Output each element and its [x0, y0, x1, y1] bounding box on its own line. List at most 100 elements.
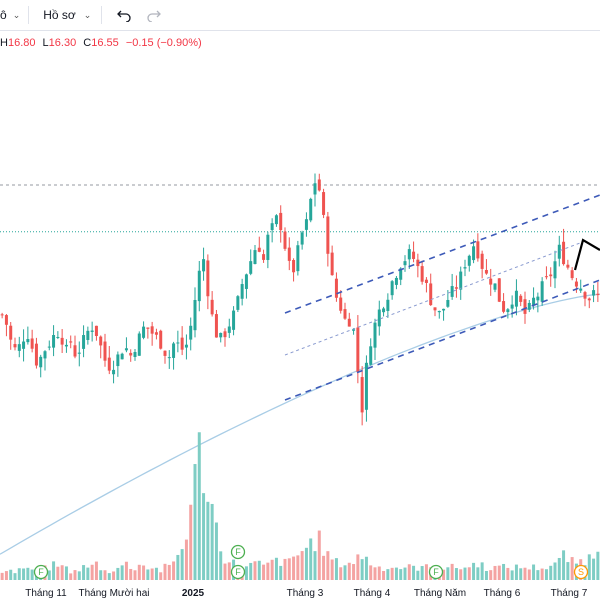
candle	[279, 205, 283, 243]
volume-bar	[587, 554, 591, 580]
volume-bar	[266, 562, 270, 580]
ohlc-high-label: H	[0, 37, 8, 49]
time-axis-label: Tháng 4	[354, 588, 391, 599]
redo-button[interactable]	[142, 3, 166, 27]
candle	[214, 309, 218, 338]
volume-bar	[167, 564, 171, 580]
volume-bar	[9, 569, 13, 580]
volume-bar	[394, 567, 398, 580]
volume-bar	[549, 565, 553, 580]
earnings-event-badge[interactable]: F	[33, 564, 49, 580]
candle	[244, 273, 248, 299]
volume-bar	[502, 563, 506, 580]
candle	[386, 293, 390, 318]
volume-bar	[206, 501, 210, 580]
candle	[103, 333, 107, 367]
volume-bar	[146, 569, 150, 580]
volume-bar	[120, 565, 124, 580]
volume-bar	[532, 564, 536, 580]
channel-mid-line[interactable]	[284, 242, 581, 356]
events-layer: FFF F S	[33, 544, 589, 580]
candle	[266, 231, 270, 269]
candle	[480, 250, 484, 279]
candle	[30, 329, 34, 353]
volume-bar	[493, 565, 497, 580]
candle	[43, 350, 47, 371]
candle	[544, 266, 548, 280]
projection-path[interactable]	[573, 238, 600, 271]
volume-bar	[283, 558, 287, 580]
time-axis-label: Tháng Mười hai	[78, 588, 149, 599]
candle	[497, 278, 501, 303]
candle	[219, 332, 223, 343]
volume-bar	[519, 568, 523, 580]
volume-bar	[219, 551, 223, 580]
volume-bar	[309, 538, 313, 580]
candle	[373, 318, 377, 360]
earnings-event-badge[interactable]: F	[428, 564, 444, 580]
candles-layer	[0, 173, 600, 426]
candle	[442, 308, 446, 321]
volume-bar	[536, 570, 540, 580]
channel-upper-line[interactable]	[284, 194, 600, 314]
candle	[467, 254, 471, 272]
candle	[180, 326, 184, 356]
candle	[240, 278, 244, 306]
earnings-event-badge[interactable]: F	[230, 544, 246, 560]
candle	[60, 329, 64, 354]
split-event-badge[interactable]: S	[573, 564, 589, 580]
volume-bar	[47, 570, 51, 580]
candle	[463, 259, 467, 277]
volume-bar	[189, 504, 193, 580]
volume-bar	[103, 570, 107, 580]
volume-bar	[69, 573, 73, 580]
candle	[339, 290, 343, 314]
volume-bar	[364, 556, 368, 580]
candle	[99, 335, 103, 359]
channel-lower-line[interactable]	[284, 279, 600, 401]
candle	[0, 312, 4, 319]
volume-bar	[94, 561, 98, 580]
candle	[519, 294, 523, 307]
volume-bar	[26, 567, 30, 580]
volume-bar	[287, 558, 291, 580]
volume-bar	[347, 562, 351, 580]
candle	[39, 354, 43, 378]
candle	[459, 266, 463, 300]
candle	[94, 325, 98, 341]
candle	[176, 330, 180, 353]
candle	[262, 249, 266, 263]
candle	[34, 337, 38, 369]
drawings-layer[interactable]	[284, 194, 600, 401]
candle	[377, 300, 381, 336]
toolbar-divider	[28, 6, 30, 24]
volume-layer	[0, 432, 600, 580]
undo-button[interactable]	[112, 3, 136, 27]
candle	[313, 173, 317, 207]
candle	[454, 275, 458, 298]
candle	[56, 331, 60, 340]
candle	[437, 310, 441, 319]
candle	[47, 340, 51, 351]
volume-bar	[300, 551, 304, 580]
time-axis: Tháng 11 Tháng Mười hai 2025 Tháng 3 Tháng 4…	[25, 588, 588, 599]
volume-bar	[13, 573, 17, 580]
candle	[343, 302, 347, 320]
volume-bar	[424, 564, 428, 580]
volume-bar	[416, 570, 420, 580]
volume-bar	[497, 565, 501, 580]
candle	[326, 211, 330, 267]
profile-dropdown[interactable]: Hồ sơ ⌄	[43, 0, 91, 30]
candle	[193, 287, 197, 338]
candle	[86, 326, 90, 345]
toolbar-menu-fragment[interactable]: ô ⌄	[0, 0, 20, 30]
time-axis-label: Tháng 7	[551, 588, 588, 599]
candle	[322, 188, 326, 219]
candle	[150, 321, 154, 346]
earnings-event-badge[interactable]: F	[230, 564, 246, 580]
volume-bar	[86, 567, 90, 580]
candle	[484, 259, 488, 275]
candle	[227, 318, 231, 339]
